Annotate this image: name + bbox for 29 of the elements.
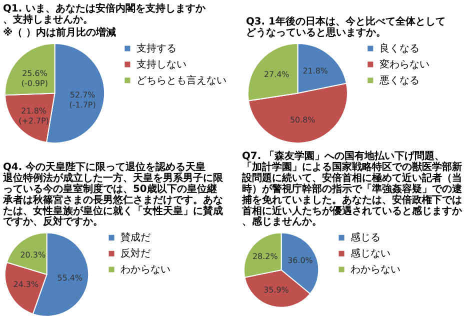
data-label: 21.8% [302,66,328,76]
legend-label: わからない [120,264,170,276]
legend-label: 反対だ [120,248,150,260]
data-label: 50.8% [290,116,316,125]
legend-label: 支持しない [136,58,186,70]
chart-title: Q4. 今の天皇陛下に限って退位を認める天皇退位特例法が成立した一方、天皇を男系男子に限っている今の皇室制度では、50歳以下の皇位継承者は秋篠宮さまの長男悠仁さまだけです。あなたは、女性皇族が皇位に就く「女性天皇」に賛成ですか、反対ですか。 [2,160,224,228]
chart-title: Q1. いま、あなたは安倍内閣を支持しますか、支持しませんか。 [2,2,207,26]
legend-label: 良くなる [379,42,420,54]
legend-label: 感じない [350,248,390,260]
legend-label: 変わらない [379,58,430,70]
data-label: 24.3% [13,280,39,290]
chart-title: Q7. 「森友学園」への国有地払い下げ問題、「加計学園」による国家戦略特区での獣医学部新設問題に続いて、安倍首相に極めて近い記者（当時）が警視庁幹部の指示で「準強姦容疑」での逮捕を免れていました。あなたは、安倍政権下では首相に近い人たちが優遇されていると感じますか、感じませんか。 [240,150,463,228]
legend-label: 支持する [136,42,176,54]
chart-subtitle: ※（ ）内は前月比の増減 [2,26,116,39]
data-label: 27.4% [264,70,290,80]
legend-label: 感じる [350,232,380,244]
data-label: 20.3% [20,250,46,260]
data-label: 28.2% [252,252,278,261]
data-label: 25.6% (-0.9P) [21,68,48,88]
legend-label: 賛成だ [120,232,150,244]
legend-label: わからない [350,264,400,276]
chart-title: Q3. 1年後の日本は、今と比べて全体としてどうなっていると思いますか。 [246,16,446,39]
data-label: 52.7% (-1.7P) [69,90,96,110]
data-label: 35.9% [264,285,290,294]
data-label: 36.0% [288,256,314,266]
data-label: 21.8% (+2.7P) [18,106,49,126]
legend-label: どちらとも言えない [136,74,226,86]
data-label: 55.4% [57,273,83,282]
legend-label: 悪くなる [378,75,420,86]
